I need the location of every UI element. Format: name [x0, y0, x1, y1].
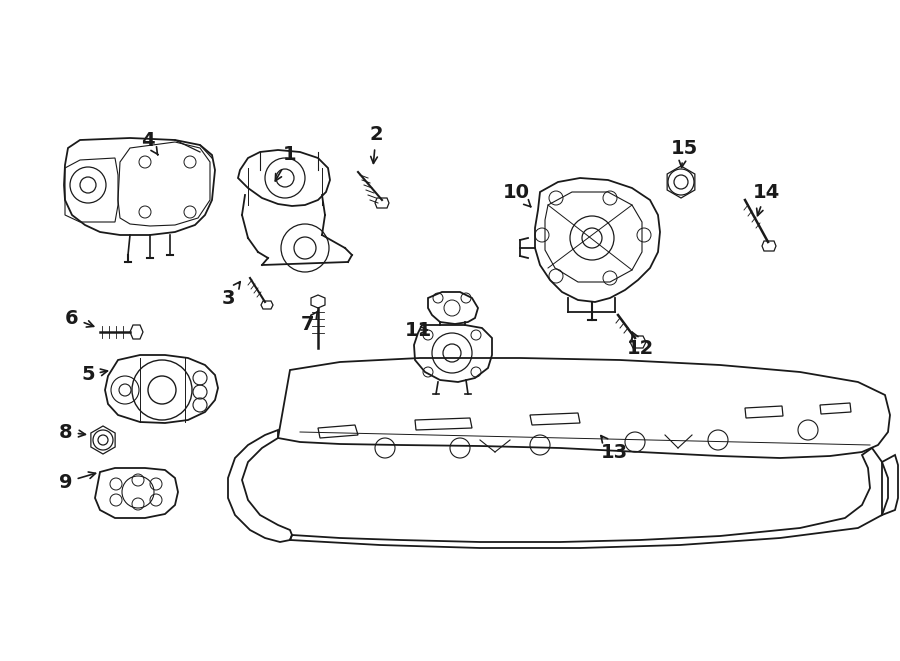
- Text: 9: 9: [59, 472, 95, 492]
- Text: 1: 1: [275, 145, 297, 181]
- Text: 6: 6: [65, 309, 94, 327]
- Text: 2: 2: [369, 126, 382, 163]
- Text: 13: 13: [600, 436, 627, 461]
- Text: 8: 8: [59, 422, 86, 442]
- Text: 15: 15: [670, 139, 698, 167]
- Text: 10: 10: [502, 182, 531, 207]
- Text: 3: 3: [221, 282, 240, 307]
- Text: 12: 12: [626, 332, 653, 358]
- Text: 14: 14: [752, 182, 779, 215]
- Text: 4: 4: [141, 130, 158, 155]
- Text: 5: 5: [81, 366, 107, 385]
- Text: 7: 7: [302, 311, 319, 334]
- Text: 11: 11: [404, 321, 432, 340]
